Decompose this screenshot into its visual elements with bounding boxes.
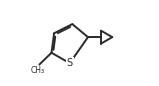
Text: S: S — [67, 58, 73, 68]
Text: CH₃: CH₃ — [31, 66, 45, 75]
